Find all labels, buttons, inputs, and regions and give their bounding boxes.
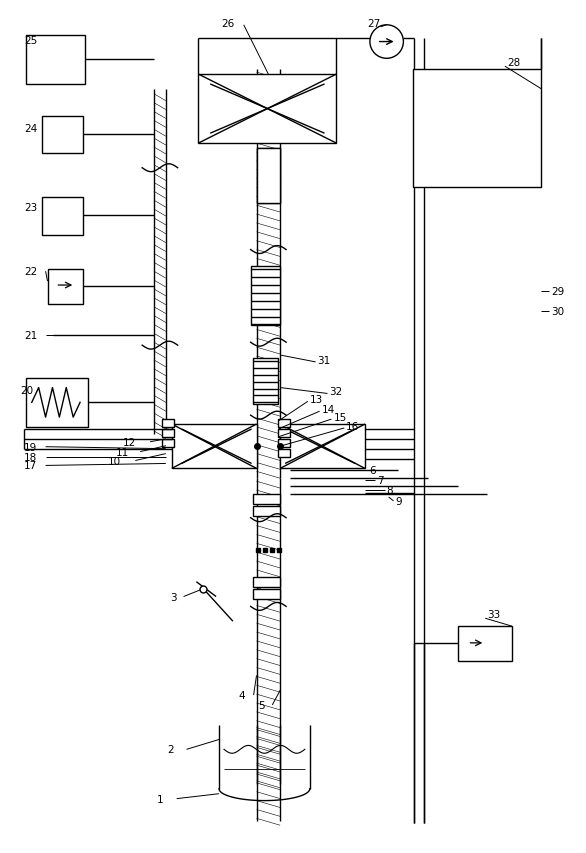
Bar xyxy=(162,420,173,427)
Bar xyxy=(458,626,512,661)
Text: 12: 12 xyxy=(122,438,136,447)
Bar xyxy=(257,177,280,183)
Text: 19: 19 xyxy=(24,442,37,452)
Bar xyxy=(172,425,257,469)
Bar xyxy=(253,358,278,405)
Text: 14: 14 xyxy=(322,405,335,415)
Text: 31: 31 xyxy=(318,356,331,366)
Text: 16: 16 xyxy=(346,421,359,432)
Text: 23: 23 xyxy=(24,203,37,213)
Text: 15: 15 xyxy=(333,413,347,422)
Bar xyxy=(278,429,290,438)
Text: 24: 24 xyxy=(24,125,37,134)
Bar xyxy=(278,420,290,427)
Text: 22: 22 xyxy=(24,267,37,277)
Text: 32: 32 xyxy=(329,387,343,397)
Bar xyxy=(280,425,365,469)
Bar xyxy=(257,197,280,204)
Text: 21: 21 xyxy=(24,331,37,341)
Text: 6: 6 xyxy=(369,466,376,476)
Bar xyxy=(26,36,85,84)
Text: 17: 17 xyxy=(24,461,37,471)
Bar xyxy=(257,170,280,177)
Text: 10: 10 xyxy=(108,456,121,466)
Bar xyxy=(257,163,280,170)
Bar xyxy=(253,577,280,587)
Bar xyxy=(257,148,280,204)
Bar xyxy=(253,589,280,599)
Bar xyxy=(278,450,290,457)
Text: 4: 4 xyxy=(239,690,246,700)
Bar xyxy=(162,439,173,447)
Bar xyxy=(42,198,83,235)
Bar xyxy=(257,148,280,156)
Text: 9: 9 xyxy=(396,496,402,507)
Bar xyxy=(162,429,173,438)
Bar xyxy=(26,378,88,427)
Text: 33: 33 xyxy=(487,610,500,619)
Bar xyxy=(253,506,280,516)
Text: 7: 7 xyxy=(377,476,383,485)
Text: 25: 25 xyxy=(24,36,37,45)
Bar xyxy=(413,70,541,189)
Bar xyxy=(47,270,83,305)
Bar xyxy=(42,118,83,154)
Text: 11: 11 xyxy=(115,447,129,457)
Text: 3: 3 xyxy=(170,592,176,602)
Bar xyxy=(251,267,280,326)
Text: 20: 20 xyxy=(20,385,33,395)
Bar xyxy=(278,439,290,447)
Text: 26: 26 xyxy=(221,19,234,29)
Text: 8: 8 xyxy=(387,485,393,496)
Bar xyxy=(257,156,280,163)
Bar xyxy=(253,495,280,504)
Text: 5: 5 xyxy=(258,700,265,711)
Text: 18: 18 xyxy=(24,452,37,462)
Text: 13: 13 xyxy=(310,395,323,405)
Text: 29: 29 xyxy=(551,287,564,297)
Text: 30: 30 xyxy=(551,306,564,316)
Text: 1: 1 xyxy=(157,793,163,804)
Bar xyxy=(199,75,336,144)
Text: 28: 28 xyxy=(507,58,520,68)
Text: 27: 27 xyxy=(367,19,380,29)
Bar xyxy=(257,190,280,197)
Bar xyxy=(257,183,280,190)
Text: 2: 2 xyxy=(167,745,173,754)
